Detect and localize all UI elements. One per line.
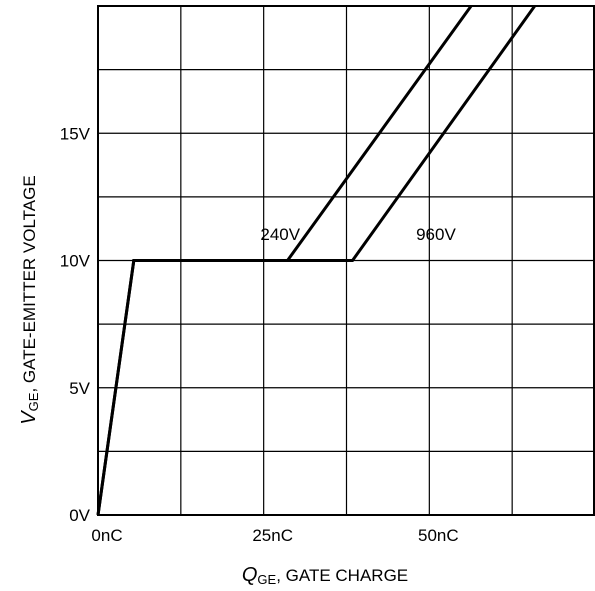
series-line-960V — [96, 5, 536, 516]
series-lines — [96, 5, 536, 516]
x-axis-subscript: GE — [257, 572, 276, 587]
y-axis-text: , GATE-EMITTER VOLTAGE — [20, 175, 39, 392]
x-tick-label-50nC: 50nC — [418, 526, 459, 545]
x-axis-symbol: Q — [242, 564, 258, 586]
y-tick-label-5V: 5V — [69, 379, 90, 398]
plot-frame — [97, 5, 595, 516]
series-label-960V: 960V — [416, 225, 456, 244]
y-axis-label: VGE, GATE-EMITTER VOLTAGE — [18, 175, 41, 424]
x-axis-text: , GATE CHARGE — [276, 566, 408, 585]
series-label-240V: 240V — [260, 225, 300, 244]
x-tick-label-25nC: 25nC — [252, 526, 293, 545]
x-axis-label: QGE, GATE CHARGE — [242, 564, 408, 587]
y-tick-label-10V: 10V — [60, 252, 91, 271]
y-axis-subscript: GE — [26, 392, 41, 411]
series-labels: 240V 960V — [260, 225, 456, 244]
y-tick-label-0V: 0V — [69, 506, 90, 525]
y-axis-symbol: V — [18, 410, 40, 425]
y-tick-label-15V: 15V — [60, 124, 91, 143]
tick-labels: 0nC 25nC 50nC 0V 5V 10V 15V — [60, 124, 459, 545]
x-tick-label-0nC: 0nC — [91, 526, 122, 545]
